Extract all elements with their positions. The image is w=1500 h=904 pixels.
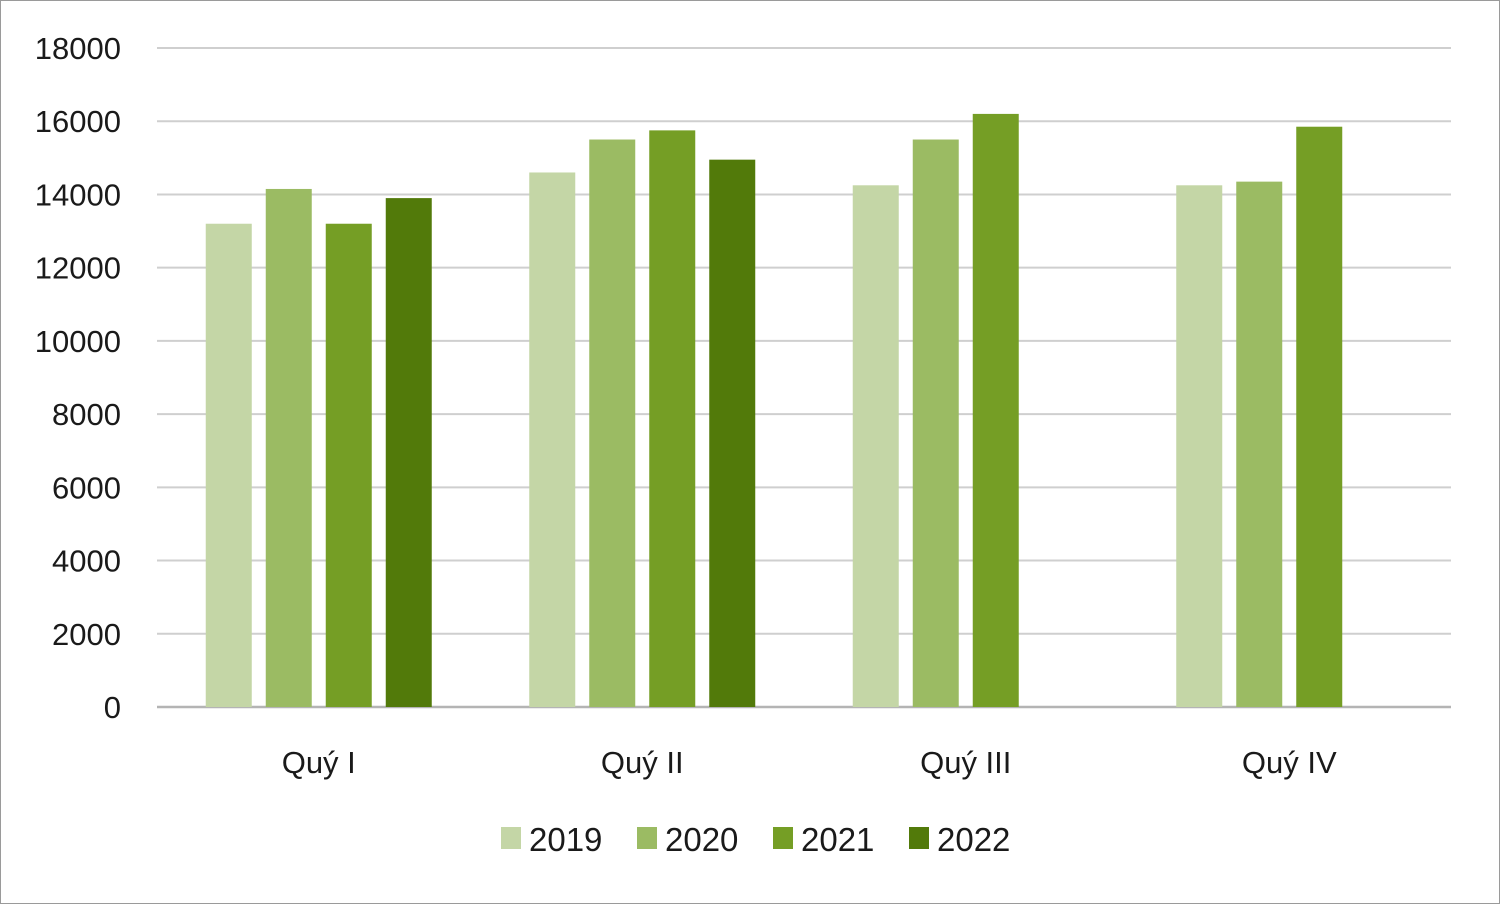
y-tick-label: 12000 (35, 251, 121, 286)
x-category-label: Quý III (920, 745, 1011, 780)
y-tick-label: 10000 (35, 324, 121, 359)
bar-2021-1 (325, 223, 372, 707)
bars (205, 113, 1343, 708)
bar-2020-4 (1236, 181, 1283, 707)
y-axis-tick-labels: 0 2000 4000 6000 8000 10000 12000 14000 16000 180… (35, 31, 121, 725)
y-tick-label: 2000 (52, 617, 121, 652)
bar-2019-2 (529, 172, 576, 707)
y-tick-label: 16000 (35, 104, 121, 139)
y-tick-label: 4000 (52, 544, 121, 579)
bar-2020-2 (589, 139, 636, 707)
legend-label: 2019 (529, 821, 602, 858)
y-tick-label: 6000 (52, 470, 121, 505)
gridlines (157, 47, 1451, 709)
bar-2020-1 (265, 188, 312, 708)
bar-2019-4 (1176, 185, 1223, 707)
legend-swatch-2019 (501, 827, 521, 849)
legend-label: 2020 (665, 821, 738, 858)
legend-label: 2021 (801, 821, 874, 858)
legend-swatch-2020 (637, 827, 657, 849)
bar-2019-1 (205, 223, 252, 707)
y-tick-label: 0 (104, 690, 121, 725)
y-tick-label: 8000 (52, 397, 121, 432)
bar-2020-3 (912, 139, 959, 707)
legend-swatch-2021 (773, 827, 793, 849)
x-category-label: Quý IV (1242, 745, 1337, 780)
x-category-label: Quý II (601, 745, 684, 780)
y-tick-label: 14000 (35, 177, 121, 212)
x-category-label: Quý I (282, 745, 356, 780)
bar-2022-1 (385, 198, 432, 707)
legend-label: 2022 (937, 821, 1010, 858)
bar-2019-3 (852, 185, 899, 707)
bar-2022-2 (709, 159, 756, 708)
legend-swatch-2022 (909, 827, 929, 849)
bar-2021-4 (1296, 126, 1343, 708)
bar-2021-2 (649, 130, 696, 707)
y-tick-label: 18000 (35, 31, 121, 66)
legend: 2019 2020 2021 2022 (501, 821, 1010, 858)
bar-2021-3 (972, 113, 1019, 707)
x-axis-category-labels: Quý I Quý II Quý III Quý IV (282, 745, 1337, 780)
